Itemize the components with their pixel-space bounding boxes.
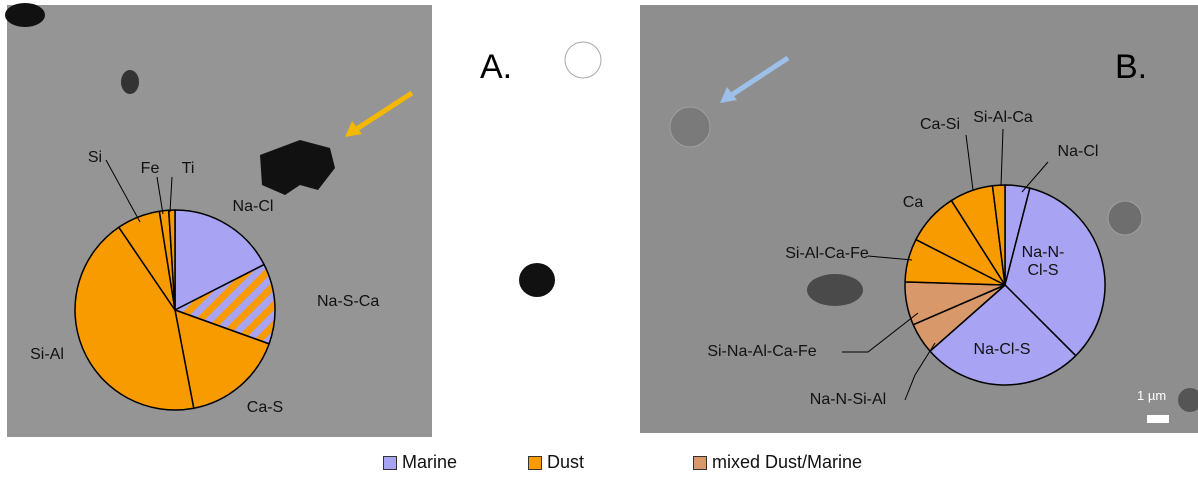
legend-item: Dust (528, 452, 584, 473)
leader-line (1021, 161, 1049, 193)
micrograph-b (640, 5, 1198, 433)
leader-line (904, 342, 936, 401)
panel-label: A. (480, 48, 513, 86)
legend-label: Marine (402, 452, 458, 472)
leader-line (105, 159, 141, 223)
slice-label: Si-Al-Ca (973, 109, 1033, 126)
legend-label: mixed Dust/Marine (712, 452, 863, 472)
pie-slice (167, 209, 176, 311)
leader-line (169, 176, 173, 213)
slice-label: Ca-Si (919, 116, 961, 133)
slice-label: Ca-S (246, 399, 284, 416)
slice-label: Si-Na-Al-Ca-Fe (707, 343, 817, 360)
arrows (345, 55, 790, 137)
pie-slice (174, 209, 265, 311)
scale-label: 1 µm (528, 383, 558, 398)
leader-line (156, 176, 164, 215)
slice-label: Ti (181, 160, 195, 177)
slice-label: Na-Cl (1057, 143, 1099, 160)
slice-label: Na-Cl (232, 198, 274, 215)
pie-slice (991, 184, 1006, 286)
pie-slice (929, 284, 1077, 386)
scale-bar (537, 408, 559, 416)
pie-slice (174, 263, 276, 345)
slice-label: Na-Cl-S (973, 341, 1031, 358)
slice-label: Si (87, 149, 103, 166)
particles (5, 3, 1198, 412)
panel-label: B. (1115, 48, 1148, 86)
legend-item: mixed Dust/Marine (693, 452, 862, 473)
legend-swatch (693, 455, 707, 470)
scale-label: 1 µm (1137, 388, 1167, 403)
leader-line (1000, 128, 1004, 187)
leader-line (842, 312, 919, 353)
slice-label: Na-N-Cl-S (1021, 244, 1065, 279)
slice-label: Si-Al-Ca-Fe (785, 245, 869, 262)
slice-label: Ca (902, 194, 924, 211)
slice-label: Na-N-Si-Al (809, 391, 887, 408)
legend-item: Marine (383, 452, 457, 473)
legend-swatch (528, 455, 542, 470)
legend-swatch (383, 455, 397, 470)
legend-label: Dust (547, 452, 585, 472)
pie-slice (74, 226, 195, 411)
slice-label: Fe (140, 160, 160, 177)
slice-label: Si-Al (30, 346, 64, 363)
leader-line (965, 134, 974, 191)
scale-bar (1147, 415, 1169, 423)
leader-line (867, 255, 913, 261)
pie-slice (174, 309, 270, 409)
slice-label: Na-S-Ca (317, 293, 380, 310)
pie-slice (1004, 187, 1106, 357)
